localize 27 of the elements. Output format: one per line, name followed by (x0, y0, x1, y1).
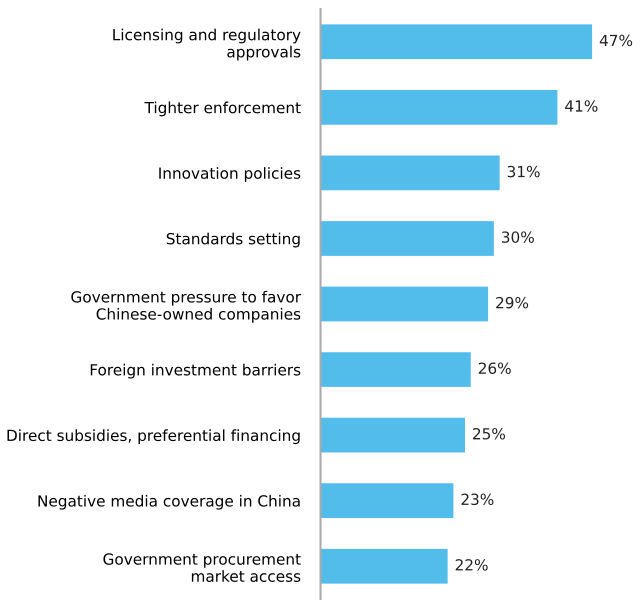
data-label: 31% (508, 166, 540, 178)
y-tick-label: Negative media coverage in China (38, 494, 300, 510)
data-label: 47% (600, 34, 632, 46)
bar (320, 90, 558, 125)
y-tick-label: Standards setting (166, 232, 300, 248)
data-label: 25% (473, 428, 506, 440)
data-label: 26% (478, 362, 511, 374)
y-tick-label: Innovation policies (159, 167, 300, 182)
y-tick-label: Direct subsidies, preferential financing (8, 429, 300, 444)
data-label: 41% (565, 100, 598, 112)
data-label: 29% (496, 296, 528, 308)
bar (320, 418, 465, 452)
bar (320, 24, 592, 60)
bar (320, 483, 454, 518)
data-label: 30% (502, 231, 534, 243)
bar (320, 286, 488, 322)
y-tick-label: Tighter enforcement (144, 102, 301, 116)
bar (320, 156, 500, 190)
data-label: 23% (461, 494, 494, 506)
y-tick-label: Licensing and regulatory approvals (113, 28, 301, 60)
bar (320, 548, 448, 584)
bar (320, 221, 494, 256)
y-tick-label: Government procurement market access (103, 553, 301, 582)
data-label: 22% (456, 559, 488, 571)
bar (320, 352, 471, 387)
y-tick-label: Foreign investment barriers (90, 364, 300, 379)
y-tick-label: Government pressure to favor Chinese-owned companies (71, 290, 302, 323)
